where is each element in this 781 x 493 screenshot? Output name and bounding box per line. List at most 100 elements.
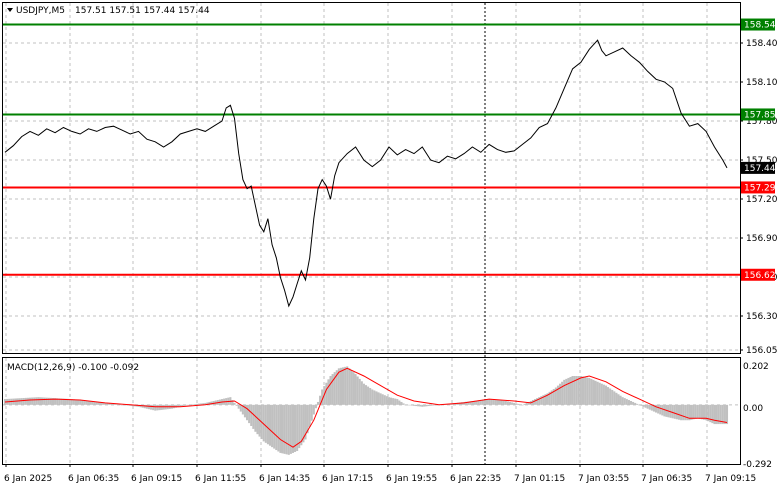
macd-histogram-bar	[308, 404, 311, 427]
macd-histogram-bar	[404, 404, 407, 406]
macd-histogram-bar	[22, 397, 25, 405]
macd-histogram-bar	[273, 404, 276, 449]
macd-histogram-bar	[673, 404, 676, 419]
macd-histogram-bar	[477, 400, 480, 405]
symbol-label: USDJPY,M5	[16, 6, 65, 16]
macd-histogram-bar	[289, 404, 292, 454]
macd-histogram-bar	[204, 402, 207, 405]
macd-histogram-bar	[696, 404, 699, 419]
macd-histogram-bar	[54, 398, 57, 405]
macd-histogram-bar	[709, 404, 712, 423]
macd-histogram-bar	[387, 397, 390, 405]
macd-axis-label: 0.00	[743, 404, 763, 414]
macd-histogram-bar	[283, 404, 286, 454]
macd-histogram-bar	[429, 404, 432, 406]
macd-histogram-bar	[713, 404, 716, 425]
macd-histogram-bar	[381, 394, 384, 405]
macd-histogram-bar	[609, 388, 612, 405]
macd-histogram-bar	[262, 404, 265, 442]
macd-histogram-bar	[237, 404, 240, 409]
macd-histogram-bar	[615, 392, 618, 405]
macd-histogram-bar	[573, 376, 576, 405]
time-axis-label: 7 Jan 03:55	[578, 474, 629, 484]
macd-histogram-bar	[58, 398, 61, 405]
macd-histogram-bar	[185, 404, 188, 406]
dropdown-triangle-icon[interactable]	[7, 8, 13, 12]
macd-histogram-bar	[406, 404, 409, 406]
macd-histogram-bar	[68, 398, 71, 405]
macd-histogram-bar	[124, 404, 128, 406]
macd-histogram-bar	[193, 404, 196, 405]
macd-histogram-bar	[208, 401, 211, 405]
macd-histogram-bar	[106, 403, 109, 405]
macd-histogram-bar	[329, 376, 332, 405]
macd-histogram-bar	[548, 391, 551, 405]
macd-histogram-bar	[377, 392, 380, 405]
macd-histogram-bar	[47, 397, 50, 405]
macd-histogram-bar	[275, 404, 278, 451]
macd-label: MACD(12,26,9) -0.100 -0.092	[7, 363, 139, 373]
macd-histogram-bar	[76, 399, 80, 405]
macd-histogram-bar	[129, 404, 132, 406]
macd-histogram-bar	[335, 370, 338, 405]
macd-histogram-bar	[91, 401, 94, 405]
time-axis-label: 6 Jan 06:35	[68, 474, 119, 484]
price-axis-label: 156.05	[746, 346, 778, 356]
macd-histogram-bar	[467, 401, 470, 405]
macd-histogram-bar	[648, 404, 651, 410]
macd-histogram-bar	[471, 401, 474, 405]
macd-pane[interactable]	[2, 357, 741, 465]
macd-histogram-bar	[74, 399, 77, 405]
macd-histogram-bar	[60, 398, 63, 405]
macd-histogram-bar	[122, 404, 125, 406]
macd-histogram-bar	[594, 380, 597, 405]
price-axis-label: 157.20	[746, 195, 778, 205]
macd-histogram-bar	[243, 404, 247, 418]
price-pane[interactable]	[2, 2, 741, 354]
macd-histogram-bar	[556, 385, 560, 405]
macd-histogram-bar	[711, 404, 714, 424]
macd-histogram-bar	[623, 398, 626, 405]
macd-histogram-bar	[517, 403, 520, 405]
macd-histogram-bar	[657, 404, 660, 414]
macd-histogram-bar	[181, 404, 184, 407]
time-axis: 6 Jan 2025 6 Jan 06:35 6 Jan 09:15 6 Jan 11…	[4, 464, 756, 484]
macd-histogram-bar	[189, 404, 192, 406]
macd-histogram-bar	[371, 389, 374, 405]
macd-histogram-bar	[102, 402, 105, 405]
macd-axis-label: 0.202	[743, 362, 769, 372]
macd-histogram-bar	[306, 404, 309, 434]
time-axis-label: 6 Jan 22:35	[450, 474, 501, 484]
macd-histogram-bar	[694, 404, 697, 419]
macd-histogram-bar	[485, 399, 489, 405]
macd-histogram-bar	[250, 404, 253, 426]
macd-histogram-bar	[483, 399, 486, 405]
macd-histogram-bar	[508, 401, 512, 405]
chart-header: USDJPY,M5 157.51 157.51 157.44 157.44	[7, 6, 210, 16]
macd-histogram-bar	[598, 382, 601, 405]
macd-histogram-bar	[617, 394, 620, 405]
macd-histogram-bar	[49, 397, 52, 405]
macd-histogram-bar	[431, 404, 434, 406]
macd-histogram-bar	[536, 398, 539, 405]
macd-histogram-bar	[465, 401, 468, 405]
macd-histogram-bar	[300, 404, 303, 446]
macd-histogram-bar	[502, 400, 505, 405]
time-axis-label: 7 Jan 01:15	[514, 474, 565, 484]
macd-histogram-bar	[72, 399, 75, 405]
macd-histogram-bar	[24, 397, 27, 405]
macd-histogram-bar	[183, 404, 186, 406]
macd-histogram-bar	[31, 397, 34, 405]
macd-axis-label: -0.292	[743, 460, 772, 470]
macd-histogram-bar	[156, 404, 159, 411]
macd-histogram-bar	[314, 404, 317, 409]
macd-histogram-bar	[152, 404, 155, 411]
macd-histogram-bar	[18, 398, 21, 405]
macd-histogram-bar	[252, 404, 255, 429]
macd-histogram-bar	[544, 394, 547, 405]
macd-histogram-bar	[686, 404, 689, 421]
macd-histogram-bar	[596, 381, 599, 405]
macd-histogram-bar	[533, 399, 537, 405]
